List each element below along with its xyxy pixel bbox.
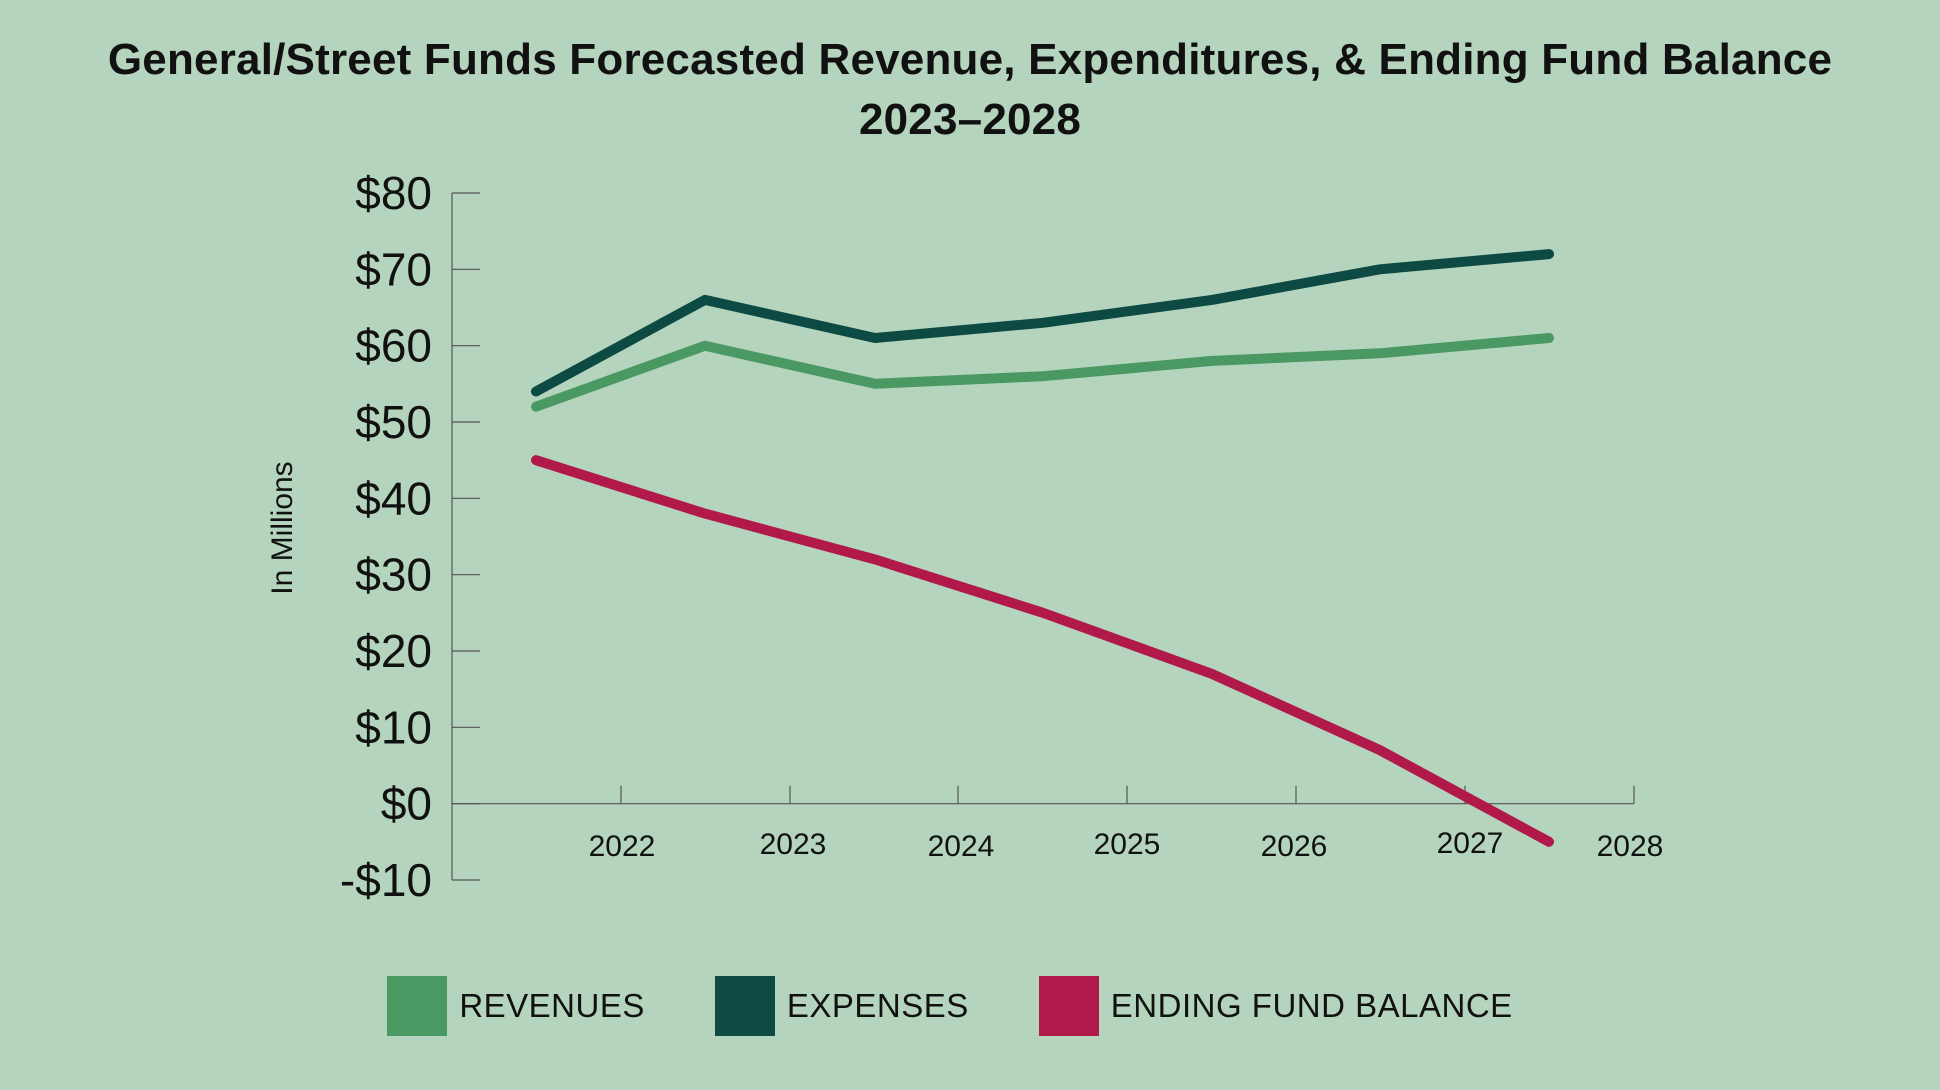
y-tick-label: $60 xyxy=(355,320,432,372)
y-tick-label: $10 xyxy=(355,701,432,753)
legend-swatch xyxy=(714,976,775,1036)
line-chart: $80 $70 $60 $50 $40 $30 $20 $10 $0 -$10 2022 2023 20… xyxy=(266,167,1664,906)
chart-title: General/Street Funds Forecasted Revenue,… xyxy=(0,30,1940,150)
x-tick-label: 2023 xyxy=(760,828,827,861)
y-tick-label: $30 xyxy=(355,549,432,601)
legend-item-expenses: EXPENSES xyxy=(714,976,969,1036)
subtitle-text: 2023–2028 xyxy=(858,95,1082,144)
y-tick-label: $40 xyxy=(355,472,432,524)
y-tick-label: $20 xyxy=(355,625,432,677)
x-tick-label: 2022 xyxy=(589,830,656,863)
legend-item-ending-fund-balance: ENDING FUND BALANCE xyxy=(1038,976,1513,1036)
y-tick-label: $0 xyxy=(381,778,432,830)
x-tick-label: 2026 xyxy=(1261,830,1328,863)
series-line-ending-fund-balance xyxy=(531,455,1554,847)
y-tick-label: $80 xyxy=(355,167,432,219)
legend-label: ENDING FUND BALANCE xyxy=(1110,987,1513,1024)
x-tick-label: 2027 xyxy=(1437,827,1504,860)
x-tick-label: 2025 xyxy=(1094,828,1161,861)
series-line-revenues xyxy=(531,333,1554,412)
legend-swatch xyxy=(387,976,448,1036)
x-tick-label: 2028 xyxy=(1597,830,1664,863)
legend-item-revenues: REVENUES xyxy=(387,976,645,1036)
y-tick-label: $50 xyxy=(355,396,432,448)
x-tick-label: 2024 xyxy=(928,830,995,863)
y-tick-label: $70 xyxy=(355,243,432,295)
series-line-expenses xyxy=(531,249,1554,397)
legend-label: REVENUES xyxy=(459,987,645,1024)
y-tick-label: -$10 xyxy=(340,854,432,906)
legend-swatch xyxy=(1038,976,1099,1036)
legend-label: EXPENSES xyxy=(786,987,969,1024)
title-text: General/Street Funds Forecasted Revenue,… xyxy=(107,35,1833,84)
legend: REVENUES EXPENSES ENDING FUND BALANCE xyxy=(0,976,1920,1036)
y-axis-label: In Millions xyxy=(266,461,299,594)
